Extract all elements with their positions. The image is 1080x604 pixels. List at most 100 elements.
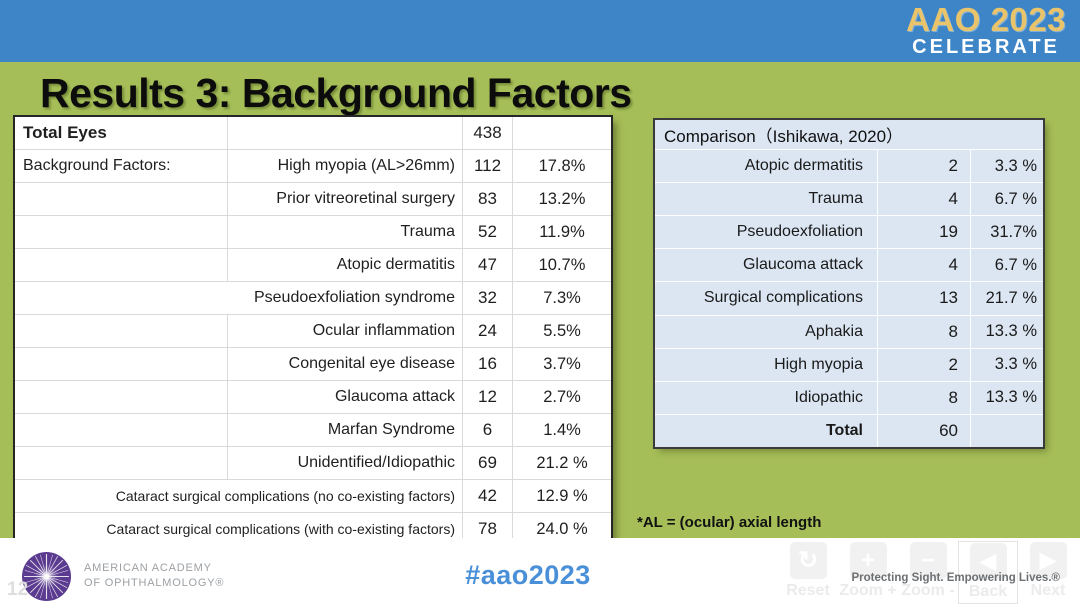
aao-2023-celebrate-logo: AAO 2023 CELEBRATE xyxy=(906,3,1066,57)
table-row: Total Eyes 438 xyxy=(15,117,611,150)
footnote: *AL = (ocular) axial length xyxy=(637,514,822,531)
zoom-plus-button[interactable]: + Zoom + xyxy=(838,541,898,604)
row-percent: 17.8% xyxy=(512,150,611,182)
row-category-label: Total Eyes xyxy=(23,123,107,142)
row-factor-label: Glaucoma attack xyxy=(227,381,462,413)
row-percent: 6.7 % xyxy=(970,249,1043,282)
zoom-minus-button-label: Zoom - xyxy=(901,582,955,599)
academy-name-text: AMERICAN ACADEMY OF OPHTHALMOLOGY® xyxy=(84,561,224,591)
table-row: Pseudoexfoliation syndrome 32 7.3% xyxy=(15,282,611,315)
row-percent: 6.7 % xyxy=(970,183,1043,216)
page-number: 12 xyxy=(7,579,29,600)
row-count: 16 xyxy=(462,348,512,380)
row-percent: 3.3 % xyxy=(970,348,1043,381)
row-factor-label: Trauma xyxy=(227,216,462,248)
table-row: Marfan Syndrome 6 1.4% xyxy=(15,414,611,447)
row-percent: 3.7% xyxy=(512,348,611,380)
row-factor-label: Ocular inflammation xyxy=(227,315,462,347)
table-row: Cataract surgical complications (no co-e… xyxy=(15,480,611,513)
row-count: 78 xyxy=(462,513,512,545)
row-percent: 31.7% xyxy=(970,216,1043,249)
next-button[interactable]: ▶ Next xyxy=(1018,541,1078,604)
row-category-label: Background Factors: xyxy=(23,157,171,174)
tagline-text: Protecting Sight. Empowering Lives.® xyxy=(851,572,1060,584)
row-count: 13 xyxy=(877,282,970,315)
zoom-plus-button-label: Zoom + xyxy=(839,582,897,599)
comparison-table: Comparison（Ishikawa, 2020） Atopic dermat… xyxy=(653,118,1045,449)
row-factor-label: Congenital eye disease xyxy=(227,348,462,380)
row-count: 47 xyxy=(462,249,512,281)
row-factor-label: Prior vitreoretinal surgery xyxy=(227,183,462,215)
row-percent: 21.7 % xyxy=(970,282,1043,315)
table-row: Idiopathic 8 13.3 % xyxy=(655,381,1043,415)
row-count: 4 xyxy=(877,249,970,282)
table-row: Prior vitreoretinal surgery 83 13.2% xyxy=(15,183,611,216)
row-count: 12 xyxy=(462,381,512,413)
academy-name-line1: AMERICAN ACADEMY xyxy=(84,562,212,574)
header-bar: AAO 2023 CELEBRATE xyxy=(0,0,1080,62)
row-factor-label xyxy=(227,117,462,149)
academy-name-line2: OF OPHTHALMOLOGY® xyxy=(84,576,225,589)
row-category-label xyxy=(15,249,227,281)
row-factor-label: Atopic dermatitis xyxy=(227,249,462,281)
row-factor-label: Idiopathic xyxy=(794,388,864,406)
table-row: High myopia 2 3.3 % xyxy=(655,348,1043,382)
row-percent: 13.2% xyxy=(512,183,611,215)
row-count: 83 xyxy=(462,183,512,215)
background-factors-table: Total Eyes 438 Background Factors: High myo… xyxy=(13,115,613,547)
back-icon: ◀ xyxy=(969,543,1007,580)
row-factor-label: Glaucoma attack xyxy=(742,256,863,274)
row-factor-label: High myopia xyxy=(774,355,863,373)
row-count: 42 xyxy=(462,480,512,512)
row-factor-label: Surgical complications xyxy=(703,289,863,307)
row-percent: 2.7% xyxy=(512,381,611,413)
table-row: Atopic dermatitis 2 3.3 % xyxy=(655,150,1043,184)
row-factor-label: Cataract surgical complications (no co-e… xyxy=(115,488,455,504)
row-factor-label: Cataract surgical complications (with co… xyxy=(106,521,455,537)
row-percent: 1.4% xyxy=(512,414,611,446)
row-count: 6 xyxy=(462,414,512,446)
next-button-label: Next xyxy=(1030,582,1066,599)
row-factor-label: Atopic dermatitis xyxy=(744,157,863,175)
row-factor-label: Total xyxy=(825,421,863,439)
row-factor-label: Aphakia xyxy=(805,322,863,340)
zoom-out-icon: − xyxy=(909,542,947,579)
row-percent: 13.3 % xyxy=(970,381,1043,414)
row-count: 2 xyxy=(877,348,970,381)
row-category-label xyxy=(15,381,227,413)
next-icon: ▶ xyxy=(1029,542,1067,579)
table-row: Pseudoexfoliation 19 31.7% xyxy=(655,216,1043,250)
table-row: Trauma 4 6.7 % xyxy=(655,183,1043,217)
row-category-label xyxy=(15,315,227,347)
row-count: 8 xyxy=(877,315,970,348)
row-percent: 11.9% xyxy=(512,216,611,248)
row-percent: 24.0 % xyxy=(512,513,611,545)
row-count: 69 xyxy=(462,447,512,479)
table-row: Cataract surgical complications (with co… xyxy=(15,513,611,545)
row-count: 2 xyxy=(877,150,970,183)
reset-icon: ↻ xyxy=(789,542,827,579)
row-percent xyxy=(512,117,611,149)
row-factor-label: High myopia (AL>26mm) xyxy=(227,150,462,182)
row-percent: 21.2 % xyxy=(512,447,611,479)
table-row: Ocular inflammation 24 5.5% xyxy=(15,315,611,348)
row-percent: 3.3 % xyxy=(970,150,1043,183)
table-row: Glaucoma attack 4 6.7 % xyxy=(655,249,1043,283)
table-row: Glaucoma attack 12 2.7% xyxy=(15,381,611,414)
table-row: Trauma 52 11.9% xyxy=(15,216,611,249)
zoom-minus-button[interactable]: − Zoom - xyxy=(898,541,958,604)
row-count: 112 xyxy=(462,150,512,182)
reset-button[interactable]: ↻ Reset xyxy=(778,541,838,604)
row-count: 19 xyxy=(877,216,970,249)
table-row: Total 60 xyxy=(655,414,1043,447)
row-category-label xyxy=(15,216,227,248)
row-category-label xyxy=(15,183,227,215)
row-count: 4 xyxy=(877,183,970,216)
row-percent: 5.5% xyxy=(512,315,611,347)
row-count: 438 xyxy=(462,117,512,149)
row-percent xyxy=(970,414,1043,447)
row-factor-label: Pseudoexfoliation xyxy=(736,223,863,241)
back-button-label: Back xyxy=(968,583,1008,600)
row-count: 60 xyxy=(877,414,970,447)
